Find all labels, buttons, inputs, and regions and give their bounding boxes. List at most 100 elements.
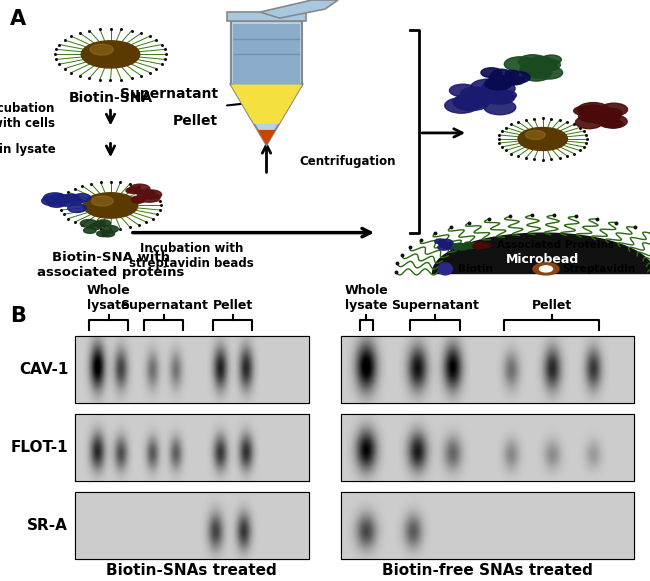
Polygon shape [231, 85, 302, 145]
Circle shape [533, 263, 559, 275]
Circle shape [601, 120, 616, 127]
Text: Biotin-free SNAs treated: Biotin-free SNAs treated [382, 563, 593, 578]
Circle shape [81, 41, 140, 68]
Circle shape [441, 242, 454, 249]
FancyBboxPatch shape [341, 414, 634, 480]
Circle shape [505, 70, 519, 77]
Circle shape [488, 91, 515, 104]
Text: Incubation
with cells: Incubation with cells [0, 102, 55, 130]
FancyBboxPatch shape [341, 492, 634, 559]
Text: Whole
lysate: Whole lysate [344, 284, 388, 312]
Circle shape [482, 90, 513, 104]
Circle shape [473, 243, 485, 249]
Circle shape [523, 69, 550, 81]
Circle shape [92, 196, 113, 206]
Circle shape [518, 55, 547, 68]
Circle shape [534, 59, 560, 71]
Circle shape [447, 244, 459, 249]
Circle shape [81, 220, 98, 228]
Text: Biotin: Biotin [458, 264, 493, 274]
FancyBboxPatch shape [75, 414, 309, 480]
Circle shape [505, 71, 530, 83]
Circle shape [126, 188, 136, 193]
Circle shape [65, 194, 79, 201]
Circle shape [480, 243, 491, 248]
Circle shape [605, 120, 623, 128]
Circle shape [461, 87, 489, 101]
Circle shape [520, 64, 538, 73]
Circle shape [504, 57, 536, 71]
Circle shape [47, 198, 66, 207]
Circle shape [484, 100, 515, 114]
Circle shape [579, 105, 606, 117]
Text: FLOT-1: FLOT-1 [10, 440, 68, 455]
Circle shape [530, 63, 553, 73]
Circle shape [137, 190, 156, 199]
Text: B: B [10, 306, 25, 327]
Circle shape [103, 225, 118, 232]
Text: Obtain lysate: Obtain lysate [0, 143, 55, 156]
Circle shape [465, 243, 475, 249]
Circle shape [471, 79, 507, 96]
Circle shape [531, 60, 557, 72]
Circle shape [454, 94, 489, 110]
Circle shape [449, 84, 476, 96]
Text: Microbead: Microbead [506, 253, 579, 266]
Circle shape [42, 196, 62, 206]
Circle shape [474, 242, 487, 248]
Text: Centrifugation: Centrifugation [299, 155, 395, 168]
Circle shape [518, 127, 567, 150]
Text: CAV-1: CAV-1 [19, 361, 68, 376]
Polygon shape [227, 12, 306, 21]
Circle shape [536, 66, 563, 79]
Circle shape [577, 103, 609, 117]
Circle shape [142, 190, 162, 199]
Text: Biotin-SNA: Biotin-SNA [68, 91, 153, 105]
Circle shape [600, 108, 622, 119]
Circle shape [57, 198, 75, 206]
Text: Associated Proteins: Associated Proteins [497, 240, 614, 250]
Circle shape [131, 196, 145, 203]
Circle shape [497, 91, 516, 100]
Circle shape [492, 69, 511, 78]
Circle shape [453, 94, 486, 109]
Circle shape [60, 195, 78, 203]
Circle shape [129, 184, 150, 193]
Circle shape [600, 103, 627, 116]
Text: Supernatant: Supernatant [120, 87, 218, 101]
Text: Pellet: Pellet [213, 299, 253, 312]
Circle shape [44, 193, 66, 203]
Circle shape [140, 193, 160, 202]
Ellipse shape [438, 263, 452, 275]
Circle shape [131, 198, 144, 203]
Circle shape [438, 239, 453, 246]
FancyBboxPatch shape [75, 492, 309, 559]
Circle shape [502, 78, 518, 85]
Circle shape [83, 193, 138, 218]
Circle shape [465, 242, 471, 245]
Circle shape [525, 130, 545, 139]
Circle shape [435, 239, 445, 244]
Circle shape [485, 77, 512, 90]
Circle shape [481, 68, 502, 77]
Circle shape [574, 106, 592, 115]
Circle shape [463, 89, 494, 103]
Circle shape [474, 242, 484, 246]
Polygon shape [257, 130, 276, 145]
Circle shape [458, 245, 468, 250]
Polygon shape [233, 24, 300, 85]
Circle shape [101, 231, 114, 237]
FancyBboxPatch shape [341, 336, 634, 403]
Circle shape [541, 55, 562, 64]
Circle shape [578, 110, 604, 122]
Text: A: A [10, 9, 26, 29]
Circle shape [575, 116, 603, 128]
Circle shape [489, 75, 508, 84]
Polygon shape [231, 85, 302, 124]
Text: Pellet: Pellet [532, 299, 572, 312]
Circle shape [84, 228, 96, 234]
Circle shape [73, 193, 90, 202]
Circle shape [52, 194, 65, 200]
Circle shape [96, 220, 110, 227]
Circle shape [593, 113, 619, 125]
